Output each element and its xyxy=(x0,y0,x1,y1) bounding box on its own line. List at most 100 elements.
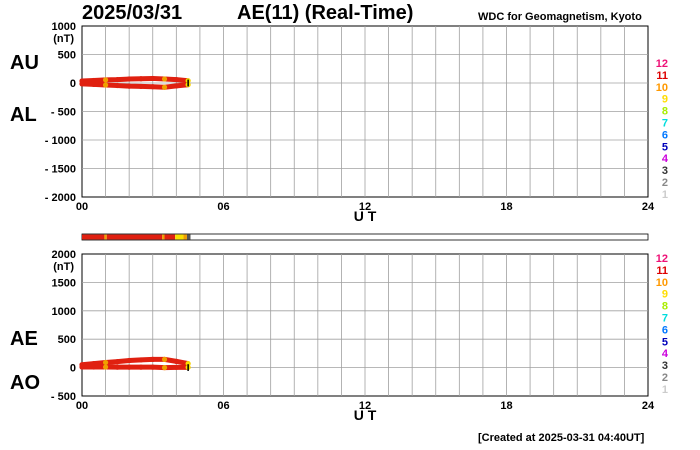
au-al-x-tick-label: 12 xyxy=(359,201,371,213)
au-al-series-1-point xyxy=(102,77,109,83)
coverage-band-segments xyxy=(82,234,191,240)
au-al-series-1-point xyxy=(150,75,156,82)
ae-ao-series-1-point xyxy=(161,356,168,362)
au-al-y-tick-label: - 1500 xyxy=(45,164,76,176)
au-al-grid xyxy=(82,26,648,197)
au-al-series-1-point xyxy=(173,76,179,83)
au-label: AU xyxy=(10,52,39,74)
ae-ao-y-tick-labels: 2000 1500 1000 500 0 - 500 xyxy=(51,249,76,403)
station-legend-label: 3 xyxy=(662,360,668,372)
station-legend-label: 1 xyxy=(662,189,668,201)
coverage-band-segment xyxy=(175,234,184,240)
ae-ao-series-1-point xyxy=(150,356,156,362)
au-al-panel: 1000 500 0 - 500 - 1000 - 1500 - 2000 00 06 12 18… xyxy=(45,21,655,224)
al-label: AL xyxy=(10,104,37,126)
ae-ao-y-tick-label: 2000 xyxy=(52,249,76,261)
station-legend-label: 4 xyxy=(662,348,669,360)
au-al-series-2-point xyxy=(79,81,85,87)
au-al-y-tick-label: 0 xyxy=(70,78,76,90)
au-al-x-axis-label: U T xyxy=(354,208,377,224)
ae-ao-series-2-point xyxy=(150,364,156,370)
created-timestamp: [Created at 2025-03-31 04:40UT] xyxy=(478,432,645,444)
au-al-x-tick-label: 06 xyxy=(217,201,229,213)
ae-ao-y-tick-label: - 500 xyxy=(51,391,76,403)
ae-ao-y-tick-label: 0 xyxy=(70,363,76,375)
station-legend-label: 8 xyxy=(662,301,668,313)
au-al-series-2-point xyxy=(114,82,120,89)
au-al-y-tick-label: 1000 xyxy=(52,21,76,33)
coverage-band-segment xyxy=(164,234,176,240)
ae-ao-panel: 2000 1500 1000 500 0 - 500 00 06 12 18 24 (nT) U … xyxy=(51,249,655,423)
au-al-series-2-line xyxy=(79,81,191,90)
ae-ao-x-tick-label: 24 xyxy=(642,400,655,412)
station-legend-label: 5 xyxy=(662,336,668,348)
station-legend-label: 1 xyxy=(662,384,668,396)
coverage-band-segment xyxy=(104,234,107,240)
ae-ao-series-2-point xyxy=(138,364,144,370)
station-legend-label: 5 xyxy=(662,141,668,153)
ae-ao-series-2-line xyxy=(79,364,191,371)
station-legend-label: 12 xyxy=(656,58,668,70)
ae-ao-series xyxy=(79,356,191,372)
ae-ao-series-2-point xyxy=(173,364,179,370)
ae-ao-x-axis-label: U T xyxy=(354,407,377,423)
station-legend-label: 9 xyxy=(662,289,668,301)
ae-ao-y-tick-label: 500 xyxy=(58,334,76,346)
ae-ao-series-1-line xyxy=(79,356,191,368)
coverage-band-segment xyxy=(82,234,105,240)
ae-ao-y-tick-label: 1000 xyxy=(52,306,76,318)
au-al-series-2-point xyxy=(102,82,109,88)
au-al-series-2-point xyxy=(126,83,132,89)
station-legend-label: 2 xyxy=(662,372,668,384)
station-legend-label: 11 xyxy=(656,70,668,82)
ae-ao-series-1-point xyxy=(173,358,179,364)
au-al-y-tick-labels: 1000 500 0 - 500 - 1000 - 1500 - 2000 xyxy=(45,21,76,204)
ae-ao-series-2-point xyxy=(126,364,132,370)
credit-text: WDC for Geomagnetism, Kyoto xyxy=(478,11,642,23)
au-al-y-tick-label: - 2000 xyxy=(45,192,76,204)
ae-label: AE xyxy=(10,328,38,350)
au-al-x-tick-label: 00 xyxy=(76,201,88,213)
au-al-series-1-point xyxy=(161,76,168,82)
au-al-series-1-point xyxy=(114,76,120,83)
station-legend-label: 10 xyxy=(656,82,668,94)
ae-ao-x-tick-label: 00 xyxy=(76,400,88,412)
au-al-series-2-point xyxy=(150,84,156,90)
station-legend-label: 6 xyxy=(662,324,668,336)
ae-ao-x-tick-labels: 00 06 12 18 24 xyxy=(76,400,655,412)
ae-ao-x-tick-label: 18 xyxy=(500,400,512,412)
chart-title: AE(11) (Real-Time) xyxy=(237,2,414,24)
station-legend-label: 3 xyxy=(662,165,668,177)
au-al-x-tick-label: 18 xyxy=(500,201,512,213)
au-al-x-tick-labels: 00 06 12 18 24 xyxy=(76,201,655,213)
ae-ao-x-tick-label: 06 xyxy=(217,400,229,412)
ae-ao-y-unit: (nT) xyxy=(53,261,74,273)
station-legend-label: 6 xyxy=(662,129,668,141)
chart-date: 2025/03/31 xyxy=(82,2,183,24)
au-al-y-tick-label: - 500 xyxy=(51,107,76,119)
ae-ao-series-1-point xyxy=(138,357,144,363)
au-al-x-tick-label: 24 xyxy=(642,201,655,213)
station-legend-label: 8 xyxy=(662,106,668,118)
au-al-series xyxy=(79,75,191,90)
station-legend-label: 9 xyxy=(662,94,668,106)
ae-ao-y-tick-label: 1500 xyxy=(52,277,76,289)
au-al-series-2-point xyxy=(91,81,97,88)
coverage-band-segment xyxy=(106,234,163,240)
coverage-band xyxy=(81,233,649,241)
au-al-series-1-point xyxy=(126,76,132,82)
ae-ao-series-1-point xyxy=(114,359,120,365)
ae-ao-grid xyxy=(82,254,648,396)
ae-ao-x-tick-label: 12 xyxy=(359,400,371,412)
au-al-series-2-point xyxy=(161,84,168,90)
station-legend-label: 2 xyxy=(662,177,668,189)
station-legend-label: 7 xyxy=(662,313,668,325)
au-al-series-2-point xyxy=(138,83,144,90)
coverage-band-segment xyxy=(186,234,191,240)
au-al-y-tick-label: 500 xyxy=(58,50,76,62)
au-al-series-1-point xyxy=(138,76,144,82)
ae-ao-series-2-point xyxy=(114,364,120,370)
